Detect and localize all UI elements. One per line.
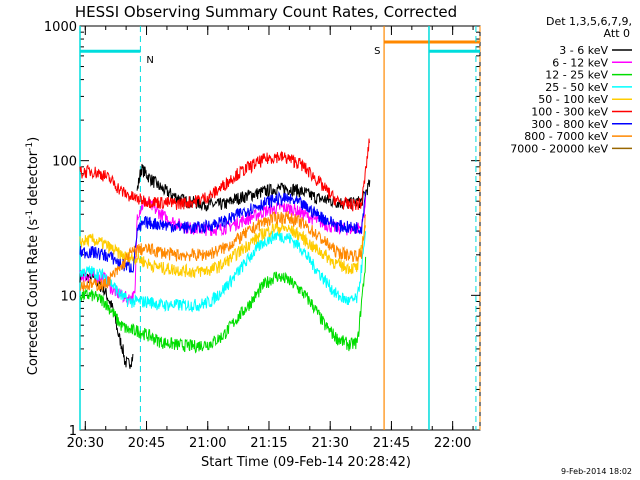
legend-entry-label: 25 - 50 keV	[545, 81, 608, 94]
y-tick-label: 1	[69, 424, 77, 439]
y-axis-label: Corrected Count Rate (s-1 detector-1)	[25, 137, 41, 375]
legend-entry-label: 3 - 6 keV	[559, 44, 608, 57]
marker-label-n: N	[146, 55, 153, 66]
series-line-8	[79, 210, 367, 292]
x-tick-label: 20:45	[128, 436, 165, 451]
legend-entry-label: 800 - 7000 keV	[524, 130, 608, 143]
x-axis-label: Start Time (09-Feb-14 20:28:42)	[201, 455, 411, 470]
legend-header-line2: Att 0	[604, 27, 630, 40]
y-axis-label-mid: detector	[26, 150, 41, 210]
y-tick-label: 100	[52, 155, 77, 170]
series-line-1	[136, 163, 371, 212]
x-tick-label: 20:30	[67, 436, 104, 451]
legend-entry-label: 12 - 25 keV	[545, 69, 608, 82]
x-tick-label: 22:00	[434, 436, 471, 451]
y-axis-label-main: Corrected Count Rate (s	[26, 219, 41, 376]
x-tick-label: 21:15	[250, 436, 287, 451]
series-line-7	[79, 191, 367, 274]
x-tick-label: 21:00	[189, 436, 226, 451]
legend-entry-label: 7000 - 20000 keV	[510, 142, 608, 155]
series-line-6	[79, 138, 370, 212]
series-line-4	[79, 230, 367, 313]
y-axis-label-sup2: -1	[25, 142, 35, 151]
legend-entry-label: 100 - 300 keV	[531, 106, 608, 119]
y-axis-label-sup1: -1	[25, 210, 35, 219]
footer-timestamp: 9-Feb-2014 18:02	[561, 467, 632, 476]
x-tick-label: 21:30	[311, 436, 348, 451]
plot-area: 1 10 100 1000 20:30 20:45 21:00 21:15 21:30 21:45…	[44, 20, 481, 451]
legend-header-line1: Det 1,3,5,6,7,9,	[546, 15, 632, 28]
legend-entry-label: 6 - 12 keV	[552, 56, 608, 69]
legend-entry-label: 300 - 800 keV	[531, 118, 608, 131]
series-line-3	[79, 256, 367, 354]
y-tick-label: 1000	[44, 20, 77, 35]
legend-entry-label: 50 - 100 keV	[538, 93, 608, 106]
y-tick-label: 10	[60, 289, 77, 304]
series-line-0	[79, 270, 134, 369]
series-line-5	[79, 221, 367, 279]
marker-label-s: S	[374, 46, 380, 57]
y-axis-label-end: )	[26, 137, 41, 142]
x-tick-label: 21:45	[373, 436, 410, 451]
chart-title: HESSI Observing Summary Count Rates, Cor…	[75, 3, 457, 21]
